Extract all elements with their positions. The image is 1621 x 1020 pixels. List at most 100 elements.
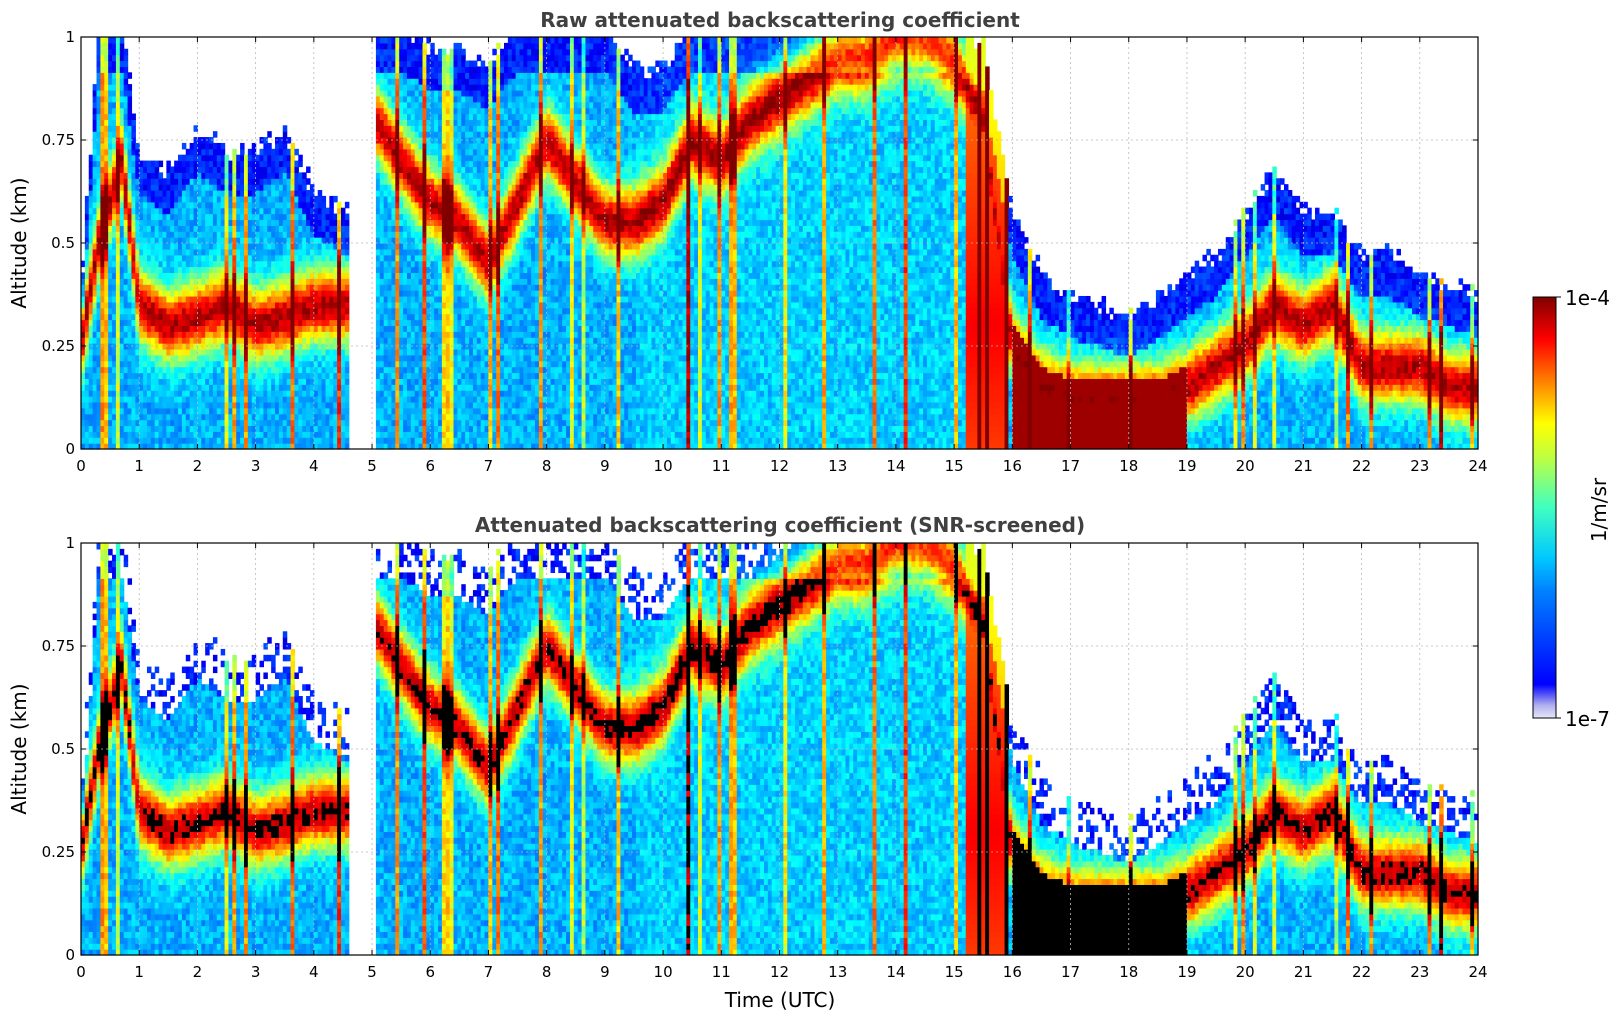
heatmap-cell (384, 72, 388, 78)
heatmap-cell (388, 361, 392, 367)
heatmap-cell (419, 219, 423, 225)
heatmap-cell (275, 255, 279, 261)
heatmap-cell (395, 108, 399, 114)
heatmap-cell (291, 425, 295, 431)
heatmap-cell (166, 420, 170, 426)
heatmap-cell (120, 267, 124, 273)
heatmap-cell (143, 320, 147, 326)
heatmap-cell (407, 278, 411, 284)
heatmap-cell (232, 437, 236, 443)
heatmap-cell (186, 249, 190, 255)
heatmap-cell (380, 196, 384, 202)
heatmap-cell (442, 219, 446, 225)
heatmap-cell (314, 361, 318, 367)
heatmap-cell (232, 384, 236, 390)
heatmap-cell (267, 308, 271, 314)
heatmap-cell (384, 49, 388, 55)
heatmap-cell (422, 55, 426, 61)
heatmap-cell (166, 243, 170, 249)
heatmap-cell (147, 355, 151, 361)
heatmap-cell (450, 214, 454, 220)
heatmap-cell (263, 361, 267, 367)
heatmap-cell (174, 255, 178, 261)
heatmap-cell (190, 425, 194, 431)
heatmap-cell (419, 396, 423, 402)
heatmap-cell (399, 290, 403, 296)
heatmap-cell (236, 284, 240, 290)
heatmap-cell (434, 337, 438, 343)
heatmap-cell (446, 143, 450, 149)
heatmap-cell (120, 131, 124, 137)
heatmap-cell (205, 390, 209, 396)
heatmap-cell (166, 161, 170, 167)
heatmap-cell (275, 149, 279, 155)
heatmap-cell (225, 155, 229, 161)
heatmap-cell (93, 278, 97, 284)
heatmap-cell (170, 425, 174, 431)
heatmap-cell (174, 219, 178, 225)
heatmap-cell (182, 255, 186, 261)
heatmap-cell (108, 296, 112, 302)
heatmap-cell (162, 431, 166, 437)
heatmap-cell (128, 425, 132, 431)
heatmap-cell (221, 243, 225, 249)
heatmap-cell (291, 190, 295, 196)
heatmap-cell (221, 437, 225, 443)
heatmap-cell (108, 272, 112, 278)
heatmap-cell (399, 225, 403, 231)
heatmap-cell (275, 190, 279, 196)
heatmap-cell (271, 372, 275, 378)
heatmap-cell (283, 231, 287, 237)
heatmap-cell (232, 355, 236, 361)
heatmap-cell (446, 96, 450, 102)
heatmap-cell (100, 43, 104, 49)
heatmap-cell (415, 320, 419, 326)
heatmap-cell (329, 278, 333, 284)
heatmap-cell (263, 202, 267, 208)
heatmap-cell (438, 108, 442, 114)
heatmap-cell (403, 261, 407, 267)
heatmap-cell (104, 231, 108, 237)
heatmap-cell (376, 225, 380, 231)
heatmap-cell (209, 155, 213, 161)
heatmap-cell (294, 361, 298, 367)
heatmap-cell (314, 384, 318, 390)
heatmap-cell (434, 314, 438, 320)
heatmap-cell (388, 267, 392, 273)
heatmap-cell (388, 302, 392, 308)
heatmap-cell (380, 108, 384, 114)
heatmap-cell (209, 178, 213, 184)
heatmap-cell (100, 90, 104, 96)
heatmap-cell (244, 184, 248, 190)
heatmap-cell (391, 231, 395, 237)
heatmap-cell (186, 296, 190, 302)
heatmap-cell (225, 231, 229, 237)
heatmap-cell (108, 337, 112, 343)
heatmap-cell (384, 55, 388, 61)
heatmap-cell (159, 396, 163, 402)
heatmap-cell (97, 261, 101, 267)
heatmap-cell (302, 349, 306, 355)
heatmap-cell (232, 396, 236, 402)
heatmap-cell (391, 278, 395, 284)
heatmap-cell (100, 37, 104, 43)
heatmap-cell (147, 261, 151, 267)
heatmap-cell (279, 349, 283, 355)
heatmap-cell (407, 243, 411, 249)
heatmap-cell (151, 249, 155, 255)
heatmap-cell (228, 431, 232, 437)
heatmap-cell (415, 243, 419, 249)
heatmap-cell (430, 261, 434, 267)
heatmap-cell (139, 243, 143, 249)
heatmap-cell (244, 425, 248, 431)
heatmap-cell (407, 37, 411, 43)
heatmap-cell (391, 37, 395, 43)
heatmap-cell (100, 425, 104, 431)
heatmap-cell (236, 272, 240, 278)
heatmap-cell (294, 302, 298, 308)
heatmap-cell (221, 190, 225, 196)
heatmap-cell (337, 255, 341, 261)
heatmap-cell (376, 420, 380, 426)
heatmap-cell (450, 420, 454, 426)
heatmap-cell (112, 402, 116, 408)
